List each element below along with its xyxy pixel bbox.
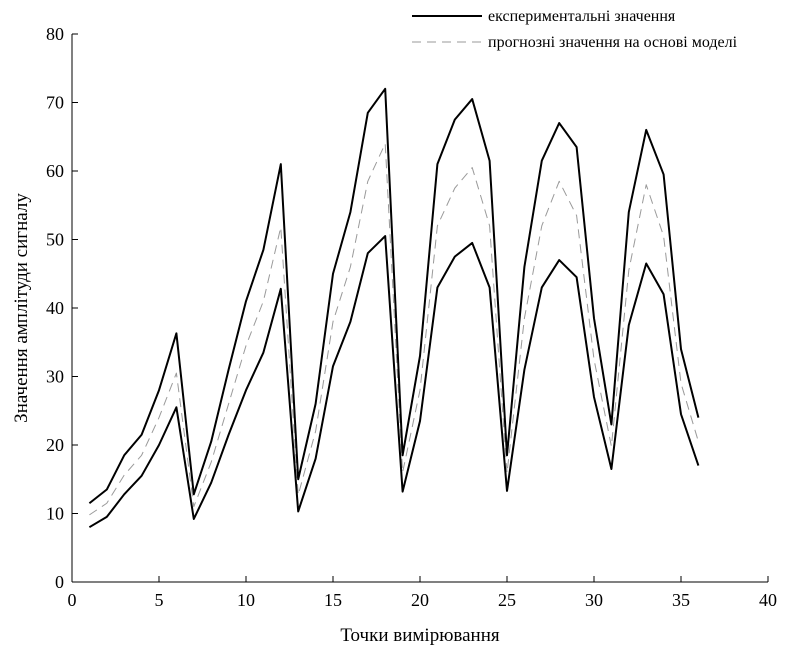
y-tick-label: 80	[46, 24, 64, 44]
series-layer	[88, 87, 700, 529]
x-axis-label: Точки вимірювання	[340, 625, 500, 646]
y-tick-label: 40	[46, 298, 64, 318]
x-tick-label: 0	[68, 590, 77, 610]
x-tick-label: 15	[324, 590, 342, 610]
y-axis-label: Значення амплітуди сигналу	[11, 193, 32, 423]
y-tick-label: 20	[46, 435, 64, 455]
axes	[71, 34, 768, 583]
y-tick-label: 30	[46, 367, 64, 387]
y-tick-label: 60	[46, 161, 64, 181]
y-tick-label: 50	[46, 230, 64, 250]
x-tick-label: 20	[411, 590, 429, 610]
legend: експериментальні значення прогнозні значе…	[412, 8, 738, 51]
x-tick-label: 5	[155, 590, 164, 610]
y-tick-label: 10	[46, 504, 64, 524]
legend-label: прогнозні значення на основі моделі	[488, 34, 738, 51]
legend-label: експериментальні значення	[488, 8, 676, 25]
y-tick-label: 70	[46, 93, 64, 113]
x-tick-label: 10	[237, 590, 255, 610]
y-tick-label: 0	[55, 572, 64, 592]
x-tick-label: 35	[672, 590, 690, 610]
x-tick-label: 25	[498, 590, 516, 610]
series-line-1	[88, 235, 700, 529]
series-line-predicted	[89, 143, 699, 516]
x-tick-label: 30	[585, 590, 603, 610]
x-tick-label: 40	[759, 590, 777, 610]
ticks: 0 5 10 15 20 25 30 35 40 0 10 20 30 40 50 60 70 80	[46, 24, 777, 610]
series-line-0	[88, 87, 700, 505]
